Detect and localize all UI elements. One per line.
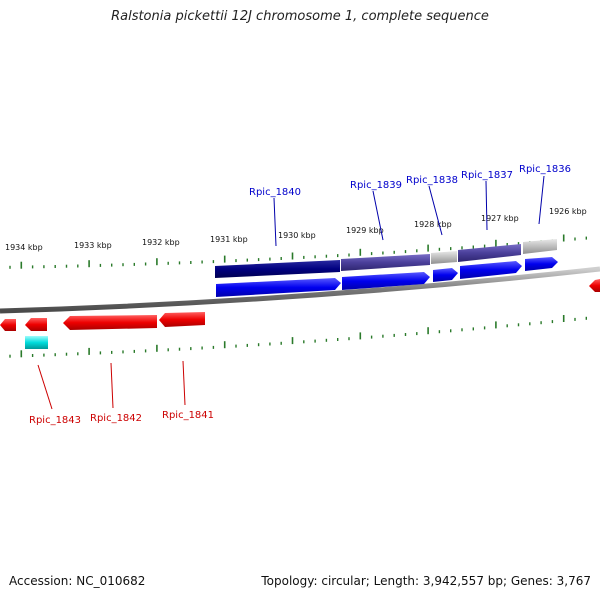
gene-arrow-partial-right[interactable] bbox=[589, 279, 600, 292]
feature-segment[interactable] bbox=[341, 254, 430, 271]
rna-feature[interactable] bbox=[25, 336, 48, 349]
gene-arrow-rpic-1838[interactable] bbox=[433, 268, 458, 282]
feature-segment[interactable] bbox=[523, 239, 557, 254]
accession-text: Accession: NC_010682 bbox=[9, 574, 146, 588]
gene-arrow-rpic-1836[interactable] bbox=[525, 257, 558, 271]
leader-line bbox=[110, 362, 114, 409]
gene-arrow-partial-left[interactable] bbox=[0, 319, 16, 331]
kbp-label: 1926 kbp bbox=[549, 207, 587, 216]
gene-arrow-rpic-1843[interactable] bbox=[25, 318, 47, 331]
gene-arrow-rpic-1839[interactable] bbox=[342, 272, 430, 290]
gene-arrow-rpic-1837[interactable] bbox=[460, 261, 522, 279]
gene-label-rpic-1840[interactable]: Rpic_1840 bbox=[249, 187, 301, 198]
genome-summary: Topology: circular; Length: 3,942,557 bp… bbox=[261, 574, 591, 588]
reverse-gene-labels: Rpic_1843 Rpic_1842 Rpic_1841 bbox=[29, 410, 214, 426]
leader-line bbox=[182, 360, 186, 406]
leader-line bbox=[372, 190, 384, 241]
leader-line bbox=[273, 197, 277, 247]
kbp-label: 1929 kbp bbox=[346, 226, 384, 235]
gene-label-rpic-1841[interactable]: Rpic_1841 bbox=[162, 410, 214, 421]
gene-arrow-rpic-1840[interactable] bbox=[216, 278, 341, 297]
gene-label-rpic-1838[interactable]: Rpic_1838 bbox=[406, 175, 458, 186]
gene-label-rpic-1836[interactable]: Rpic_1836 bbox=[519, 164, 571, 175]
gene-arrow-rpic-1841[interactable] bbox=[159, 312, 205, 327]
kbp-label: 1934 kbp bbox=[5, 243, 43, 252]
feature-segment[interactable] bbox=[215, 260, 340, 278]
gene-label-rpic-1837[interactable]: Rpic_1837 bbox=[461, 170, 513, 181]
gene-arrow-rpic-1842[interactable] bbox=[63, 315, 157, 330]
leader-line bbox=[428, 185, 443, 236]
feature-band-upper bbox=[215, 239, 557, 278]
feature-segment[interactable] bbox=[458, 244, 521, 262]
reverse-leader-lines bbox=[37, 360, 186, 410]
scale-ticks-lower bbox=[9, 315, 587, 358]
gene-label-rpic-1839[interactable]: Rpic_1839 bbox=[350, 180, 402, 191]
leader-line bbox=[37, 364, 53, 410]
kbp-labels: 1934 kbp 1933 kbp 1932 kbp 1931 kbp 1930… bbox=[5, 207, 587, 252]
gene-label-rpic-1843[interactable]: Rpic_1843 bbox=[29, 415, 81, 426]
reverse-genes bbox=[0, 279, 600, 331]
kbp-label: 1931 kbp bbox=[210, 235, 248, 244]
kbp-label: 1932 kbp bbox=[142, 238, 180, 247]
kbp-label: 1927 kbp bbox=[481, 214, 519, 223]
gene-label-rpic-1842[interactable]: Rpic_1842 bbox=[90, 413, 142, 424]
scale-ticks-upper bbox=[9, 234, 587, 269]
kbp-label: 1930 kbp bbox=[278, 231, 316, 240]
leader-line bbox=[538, 175, 545, 225]
forward-leader-lines bbox=[273, 175, 545, 247]
chromosome-backbone bbox=[0, 266, 600, 314]
kbp-label: 1928 kbp bbox=[414, 220, 452, 229]
map-title: Ralstonia pickettii 12J chromosome 1, co… bbox=[111, 9, 489, 24]
feature-segment[interactable] bbox=[431, 251, 457, 264]
leader-line bbox=[485, 180, 488, 231]
kbp-label: 1933 kbp bbox=[74, 241, 112, 250]
forward-gene-labels: Rpic_1840 Rpic_1839 Rpic_1838 Rpic_1837 … bbox=[249, 164, 571, 198]
forward-genes bbox=[216, 257, 558, 297]
